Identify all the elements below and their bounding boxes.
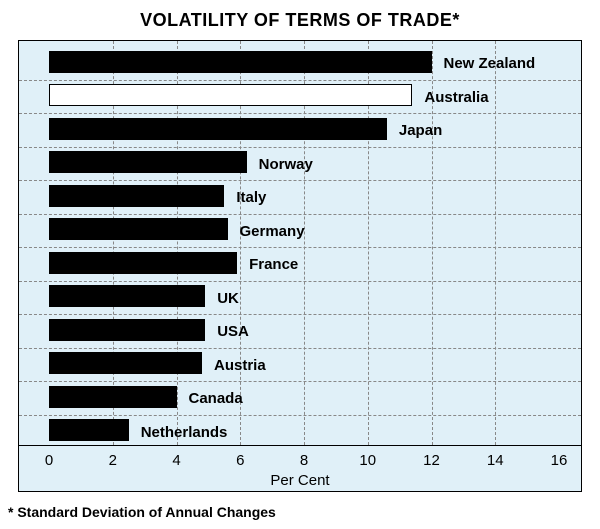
bar-row: UK (19, 282, 581, 316)
bar (49, 151, 247, 173)
bar-label: UK (217, 282, 239, 316)
x-tick-label: 10 (359, 452, 376, 469)
bar (49, 218, 228, 240)
chart-title: VOLATILITY OF TERMS OF TRADE* (0, 0, 600, 39)
bar (49, 118, 387, 140)
bar-label: USA (217, 315, 249, 349)
bar (49, 84, 412, 106)
x-tick-label: 12 (423, 452, 440, 469)
chart-frame: New ZealandAustraliaJapan NorwayItalyGerm… (18, 40, 582, 492)
bar-label: Austria (214, 349, 266, 383)
bar-row: France (19, 248, 581, 282)
bar-label: France (249, 248, 298, 282)
x-tick-label: 0 (45, 452, 53, 469)
bar-row: Netherlands (19, 416, 581, 450)
bar-row: Germany (19, 215, 581, 249)
bar-label: Germany (240, 215, 305, 249)
bar-label: Italy (236, 181, 266, 215)
bar (49, 285, 205, 307)
bar (49, 319, 205, 341)
bar (49, 352, 202, 374)
bar (49, 419, 129, 441)
bar (49, 185, 224, 207)
bar-row: Austria (19, 349, 581, 383)
bar-row: Canada (19, 382, 581, 416)
chart-footnote: * Standard Deviation of Annual Changes (8, 504, 276, 520)
x-axis: Per Cent 0 2 4 6 8 10 12 14 16 (19, 445, 581, 491)
x-tick-label: 8 (300, 452, 308, 469)
bar (49, 252, 237, 274)
bar-row: Australia (19, 81, 581, 115)
x-axis-title: Per Cent (19, 472, 581, 489)
bar-label: Australia (424, 81, 488, 115)
x-tick-label: 6 (236, 452, 244, 469)
x-tick-label: 4 (172, 452, 180, 469)
bar-label: Japan (399, 114, 442, 148)
bar-row: Italy (19, 181, 581, 215)
bar-label: Netherlands (141, 416, 228, 450)
plot-area: New ZealandAustraliaJapan NorwayItalyGerm… (19, 41, 581, 491)
bar-label: New Zealand (444, 47, 536, 81)
x-tick-label: 16 (551, 452, 568, 469)
x-tick-label: 14 (487, 452, 504, 469)
bar-label: Canada (189, 382, 243, 416)
bar-row: USA (19, 315, 581, 349)
x-tick-label: 2 (109, 452, 117, 469)
bar-row: Japan (19, 114, 581, 148)
bar (49, 386, 177, 408)
bar-row: Norway (19, 148, 581, 182)
bar (49, 51, 432, 73)
bar-label: Norway (259, 148, 313, 182)
bar-row: New Zealand (19, 47, 581, 81)
